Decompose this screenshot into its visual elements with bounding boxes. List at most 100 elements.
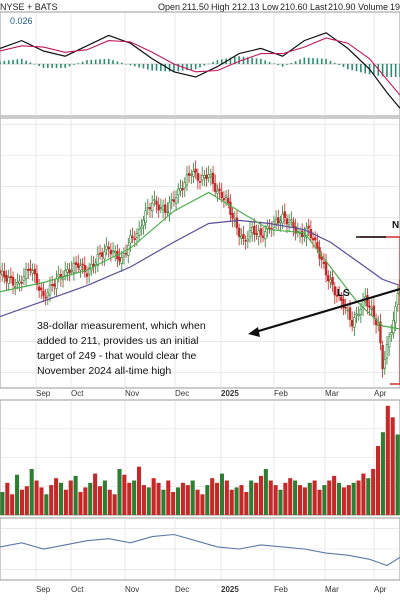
candle-body xyxy=(229,201,232,215)
candle-body xyxy=(159,207,163,209)
volume-bar xyxy=(93,473,98,515)
volume-bar xyxy=(5,482,10,515)
candle-body xyxy=(53,283,56,287)
rsi-panel xyxy=(0,517,400,581)
candle-body xyxy=(214,183,217,192)
macd-hist-bar xyxy=(247,57,249,64)
candle-body xyxy=(390,332,393,336)
macd-hist-bar xyxy=(312,58,314,64)
macd-hist-bar xyxy=(129,64,132,66)
macd-hist-bar xyxy=(303,57,306,64)
candle-body xyxy=(164,204,167,213)
macd-readout: 0.026 xyxy=(10,16,33,26)
macd-hist-bar xyxy=(68,64,71,67)
candle-body xyxy=(329,279,332,283)
volume-bar xyxy=(278,489,283,515)
candle-body xyxy=(198,181,202,183)
candle-body xyxy=(166,210,169,213)
volume-bar xyxy=(395,434,400,515)
candle-body xyxy=(292,221,295,228)
moving-average-slow xyxy=(0,219,400,318)
macd-hist-bar xyxy=(73,64,75,65)
macd-hist-bar xyxy=(207,63,210,65)
volume-bar xyxy=(107,489,112,515)
volume-bar xyxy=(273,485,278,515)
macd-hist-bar xyxy=(138,64,140,68)
candle-body xyxy=(37,286,41,291)
volume-bar xyxy=(327,480,332,515)
candle-body xyxy=(340,296,343,301)
macd-hist-bar xyxy=(307,57,310,64)
candle-body xyxy=(277,217,280,224)
ohlc-readout: Open 211.50 High 212.13 Low 210.60 Last … xyxy=(158,2,400,12)
candle-body xyxy=(48,284,52,296)
macd-hist-bar xyxy=(390,64,393,77)
candle-body xyxy=(346,309,350,312)
volume-bar xyxy=(180,482,185,515)
macd-hist-bar xyxy=(251,57,253,64)
pattern-annotations: LS N xyxy=(248,220,400,385)
candle-body xyxy=(203,175,206,178)
candle-body xyxy=(192,170,195,177)
candle-body xyxy=(31,270,34,274)
macd-hist-bar xyxy=(194,64,197,70)
candle-body xyxy=(372,305,376,318)
macd-hist-bar xyxy=(381,64,384,77)
volume-bar xyxy=(297,485,303,515)
candle-body xyxy=(137,229,141,236)
candle-body xyxy=(14,286,17,288)
candle-body xyxy=(316,242,319,249)
volume-bar xyxy=(15,474,20,515)
volume-bar xyxy=(239,485,244,515)
exchange-label: NYSE + BATS xyxy=(0,2,58,12)
volume-bar xyxy=(224,480,229,515)
candle-body xyxy=(348,307,352,320)
candle-body xyxy=(303,235,306,237)
candle-body xyxy=(216,190,219,194)
candle-body xyxy=(255,233,258,235)
candle-body xyxy=(122,253,126,257)
candle-body xyxy=(105,245,108,250)
volume-bar xyxy=(317,489,322,515)
candle-body xyxy=(285,218,289,225)
annotation-line-1: 38-dollar measurement, which when xyxy=(37,320,206,332)
candle-body xyxy=(244,239,247,242)
macd-line xyxy=(0,32,400,109)
volume-bar xyxy=(341,487,346,515)
candle-body xyxy=(392,320,395,333)
candle-body xyxy=(205,174,208,180)
candle-body xyxy=(33,268,36,275)
x-label-sep: Sep xyxy=(36,389,51,398)
volume-bar xyxy=(166,480,171,515)
macd-hist-bar xyxy=(90,59,93,64)
volume-bar xyxy=(112,494,117,515)
volume-bar xyxy=(356,480,361,515)
macd-hist-bar xyxy=(147,64,149,70)
candle-body xyxy=(3,271,6,278)
macd-hist-bar xyxy=(177,64,180,72)
price-panel: LS N 38-dollar measurement, which when a… xyxy=(0,117,400,389)
candle-body xyxy=(283,211,286,218)
volume-bar xyxy=(219,473,224,515)
volume-bar xyxy=(263,469,268,515)
macd-grid xyxy=(0,12,400,116)
candle-body xyxy=(177,188,180,196)
candle-body xyxy=(274,218,278,225)
volume-bar xyxy=(200,494,205,515)
candle-body xyxy=(111,250,115,253)
candle-body xyxy=(40,287,43,291)
candle-body xyxy=(350,320,354,327)
rsi-grid xyxy=(0,518,400,580)
n-label: N xyxy=(392,220,399,231)
candle-body xyxy=(353,317,356,328)
candle-body xyxy=(190,173,193,176)
candle-body xyxy=(311,238,315,241)
macd-hist-bar xyxy=(316,58,319,64)
candle-body xyxy=(77,263,80,268)
volume-bar xyxy=(49,485,54,515)
candle-body xyxy=(320,256,323,261)
macd-hist-bar xyxy=(151,64,153,71)
macd-hist-bar xyxy=(173,64,175,72)
candle-body xyxy=(394,306,397,323)
volume-bar xyxy=(117,469,122,515)
